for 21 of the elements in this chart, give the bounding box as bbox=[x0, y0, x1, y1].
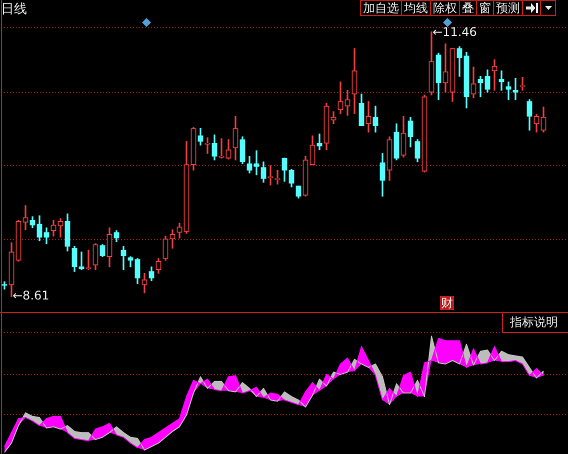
candlestick bbox=[120, 246, 126, 270]
text: 加自选 bbox=[360, 0, 402, 16]
candlestick bbox=[478, 76, 484, 98]
candlestick bbox=[498, 70, 504, 91]
candlestick bbox=[492, 59, 498, 91]
candlestick bbox=[316, 134, 322, 150]
annotation: ←8.61 bbox=[12, 288, 50, 303]
text: 窗 bbox=[476, 0, 494, 16]
candlestick bbox=[274, 170, 280, 184]
text: 均线 bbox=[401, 0, 431, 16]
candlestick bbox=[254, 150, 260, 176]
text: 叠 bbox=[459, 0, 477, 16]
text: 除权 bbox=[430, 0, 460, 16]
text: 预测 bbox=[493, 0, 523, 16]
candlestick bbox=[442, 44, 448, 92]
annotation: ←11.46 bbox=[432, 24, 477, 39]
candlestick bbox=[22, 205, 28, 230]
chart-title: 日线 bbox=[1, 2, 27, 18]
candlestick bbox=[366, 101, 372, 132]
text: 指标说明 bbox=[502, 313, 568, 333]
annotation: 财 bbox=[440, 296, 454, 310]
